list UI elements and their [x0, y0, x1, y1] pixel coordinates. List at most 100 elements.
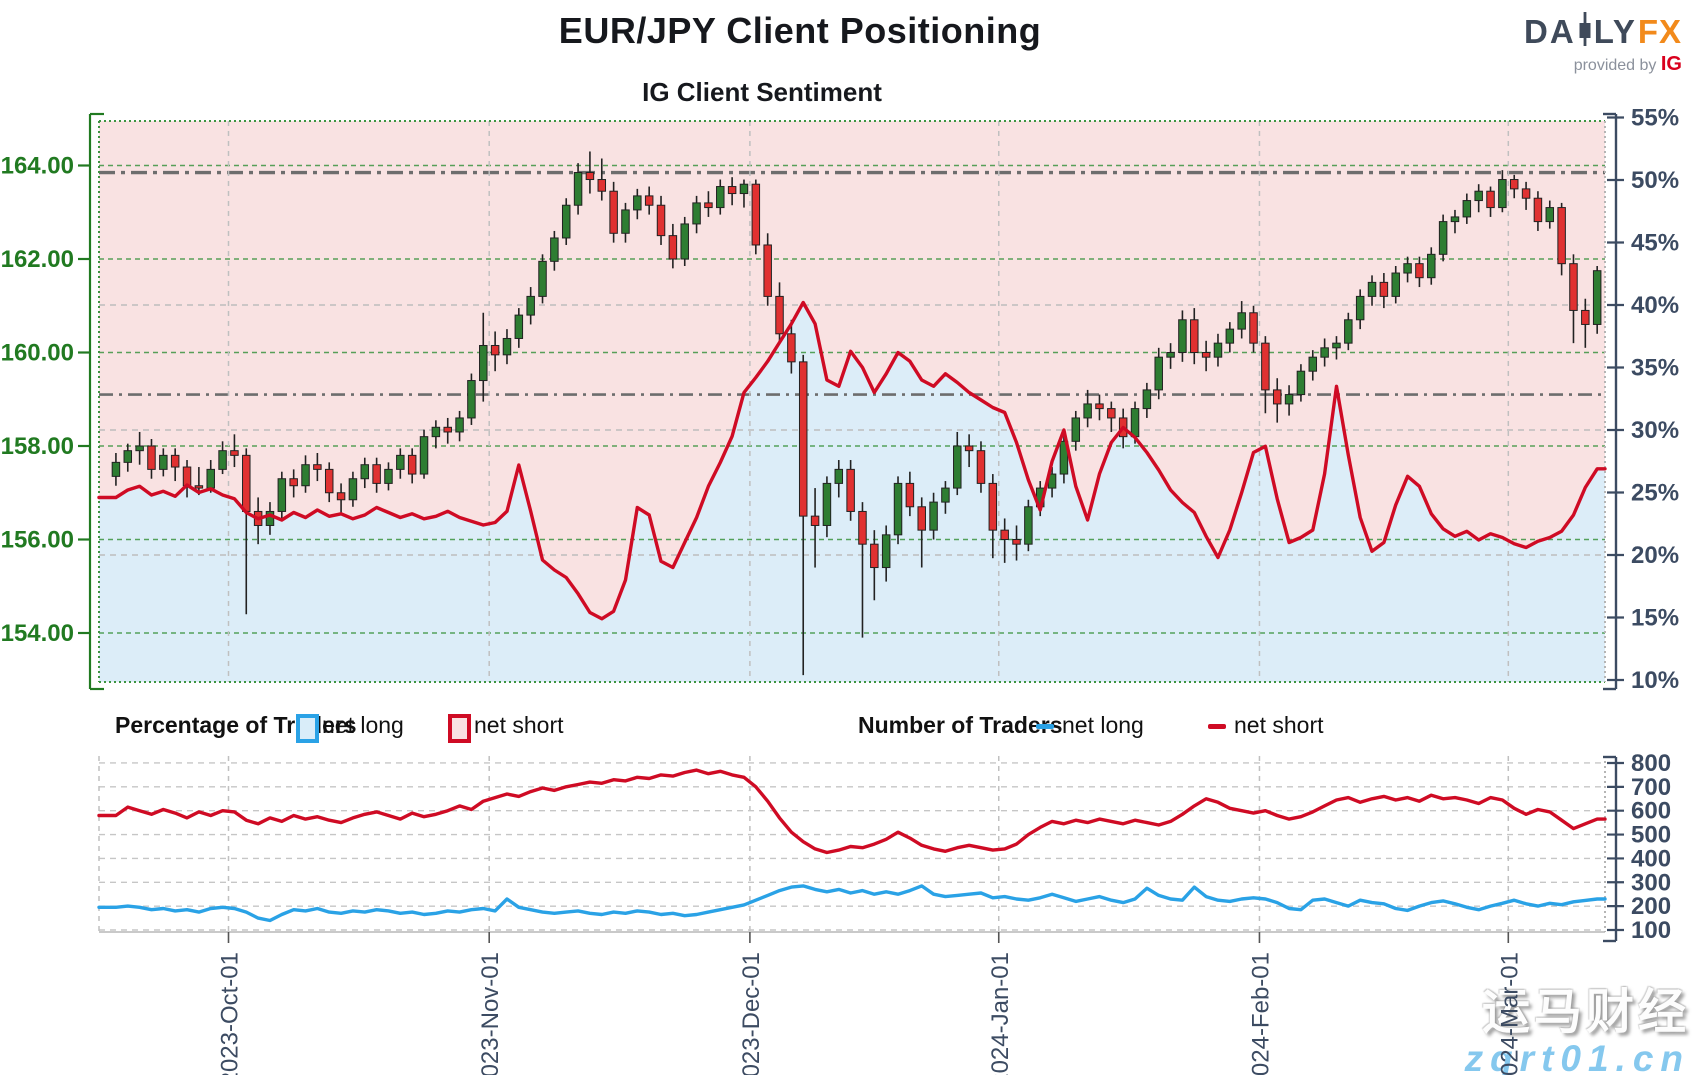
percent-tick-label: 20% — [1631, 542, 1679, 569]
candle — [135, 445, 144, 452]
date-tick-label: 2023-Dec-01 — [738, 952, 765, 1075]
candle — [384, 468, 393, 484]
percent-tick-label: 25% — [1631, 480, 1679, 507]
traders-chart — [97, 756, 1607, 933]
price-tick-label: 164.00 — [1, 153, 74, 180]
candle — [656, 204, 666, 237]
candle — [1344, 319, 1353, 344]
net-short-area-swatch-icon — [448, 714, 471, 743]
candle — [206, 468, 215, 489]
candle — [1521, 188, 1531, 199]
net-short-count-line — [97, 768, 1607, 855]
candle — [1415, 263, 1424, 279]
candle — [763, 244, 772, 297]
count-tick-label: 800 — [1631, 750, 1671, 777]
candle — [1213, 342, 1223, 358]
chart-subtitle: IG Client Sentiment — [642, 77, 882, 107]
candle — [1012, 539, 1021, 545]
main-chart — [99, 121, 1605, 682]
candle — [502, 337, 512, 356]
candle — [917, 506, 926, 531]
candle — [170, 454, 180, 468]
candle — [313, 464, 322, 470]
candle — [1308, 356, 1318, 372]
candle — [301, 464, 310, 487]
candle — [372, 464, 381, 484]
candle — [1190, 319, 1199, 353]
legend-number-net-short-label: net short — [1234, 712, 1324, 738]
candle — [905, 482, 915, 508]
candle — [739, 183, 749, 195]
candle — [1201, 352, 1211, 358]
net-short-percent-line — [97, 300, 1607, 621]
candle — [1107, 408, 1116, 419]
candle — [941, 487, 950, 503]
candle — [870, 543, 879, 569]
candle — [348, 478, 358, 501]
candle — [561, 204, 571, 239]
legend-row: Percentage of Traders net long net short… — [0, 712, 1698, 752]
count-tick-label: 600 — [1631, 798, 1671, 825]
candle — [727, 186, 737, 195]
candle — [680, 223, 689, 260]
candle — [526, 295, 535, 316]
candle — [467, 380, 476, 419]
legend-number-heading: Number of Traders — [858, 712, 1063, 738]
candle — [182, 466, 192, 487]
count-tick-label: 100 — [1631, 917, 1671, 944]
candle — [1569, 263, 1578, 311]
candle — [798, 361, 808, 517]
legend-percentage-net-short-label: net short — [474, 712, 564, 738]
count-tick-label: 500 — [1631, 822, 1671, 849]
watermark-chinese-text: 运马财经 — [1481, 986, 1690, 1039]
net-long-line-swatch-icon — [1036, 724, 1054, 729]
candle — [1284, 394, 1294, 405]
candle — [1154, 356, 1163, 391]
candle — [1249, 312, 1258, 344]
candle — [858, 510, 867, 545]
logo-tagline: provided by IG — [1573, 53, 1682, 75]
candle — [644, 195, 654, 206]
percent-axis: 55% 50% 45% 40% 35% 30% 25% 20% 15% 10% — [1603, 105, 1679, 694]
candle — [277, 478, 287, 512]
legend-percentage-net-long-label: net long — [322, 712, 404, 738]
date-axis: 2023-Oct-01 2023-Nov-01 2023-Dec-01 2024-Ja… — [217, 932, 1523, 1075]
candle — [810, 515, 820, 526]
candle — [1367, 281, 1377, 297]
candle — [1557, 207, 1566, 265]
candle — [123, 450, 133, 463]
candle — [1509, 179, 1519, 190]
candle — [787, 333, 796, 363]
candle — [633, 195, 642, 211]
candle — [1166, 352, 1175, 358]
candle — [194, 485, 204, 489]
candle — [431, 426, 441, 438]
price-tick-label: 156.00 — [1, 527, 74, 554]
candle — [1355, 295, 1365, 321]
candle — [881, 534, 891, 569]
candle — [846, 468, 855, 512]
candle — [1272, 389, 1282, 405]
candle — [1178, 319, 1187, 353]
candle — [1000, 529, 1009, 541]
percent-tick-label: 10% — [1631, 667, 1679, 694]
candle — [1438, 221, 1448, 255]
date-tick-label: 2023-Nov-01 — [477, 952, 504, 1075]
candle — [490, 344, 500, 356]
candle — [111, 461, 121, 477]
candle — [953, 445, 962, 489]
candle — [1059, 440, 1069, 475]
candle — [585, 172, 595, 181]
candle — [1462, 200, 1472, 218]
candle — [396, 454, 405, 470]
candle — [479, 344, 488, 382]
price-tick-label: 160.00 — [1, 340, 74, 367]
candle — [716, 186, 725, 209]
candle — [976, 450, 986, 484]
candle — [514, 314, 524, 339]
price-tick-label: 154.00 — [1, 620, 74, 647]
candle — [1095, 403, 1104, 410]
page-title: EUR/JPY Client Positioning — [558, 10, 1042, 51]
